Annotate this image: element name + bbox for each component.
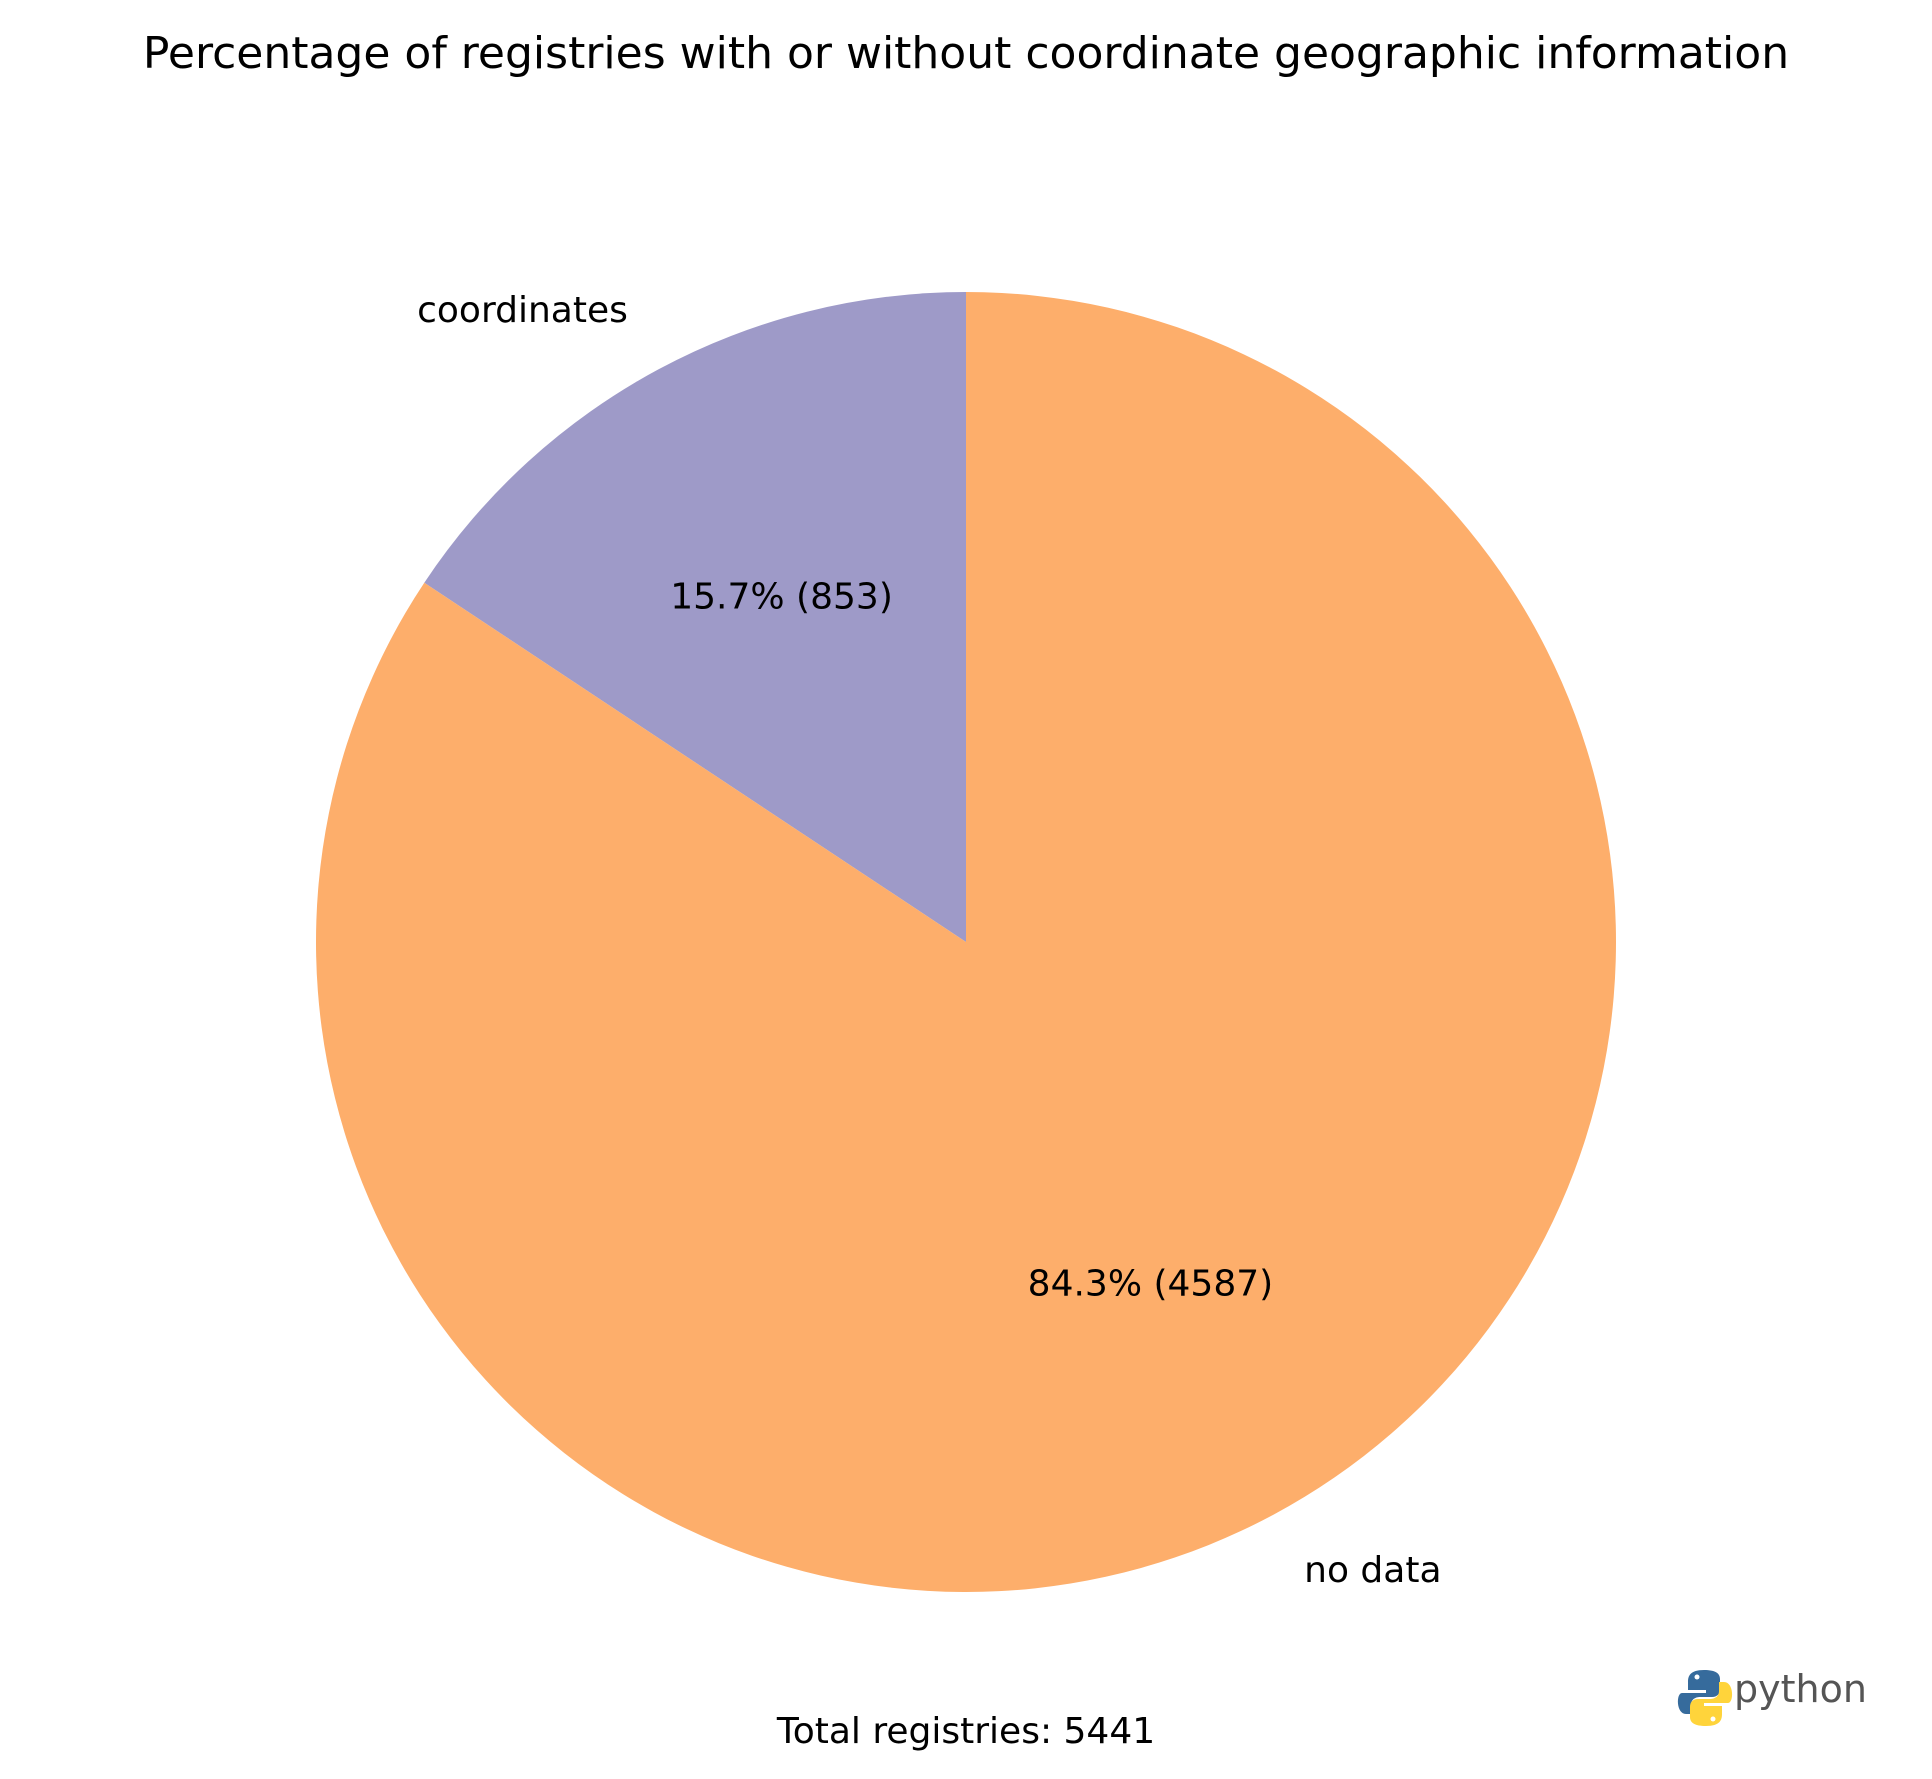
python-snake-icon [1677, 1670, 1733, 1726]
python-logo-text: python [1734, 1667, 1867, 1711]
pie-slices [316, 292, 1617, 1592]
pie-labels: coordinates 15.7% (853) no data 84.3% (4587… [417, 290, 1441, 1591]
slice-percent-coordinates: 15.7% (853) [670, 576, 893, 617]
chart-title: Percentage of registries with or without… [143, 28, 1789, 79]
pie-slice-coordinates [424, 292, 966, 942]
slice-label-coordinates: coordinates [417, 290, 628, 331]
slice-percent-no-data: 84.3% (4587) [1028, 1264, 1274, 1305]
pie-slice-no-data [316, 292, 1617, 1592]
total-registries-text: Total registries: 5441 [776, 1711, 1155, 1752]
slice-label-no-data: no data [1304, 1550, 1441, 1591]
python-logo: python [1677, 1667, 1867, 1726]
